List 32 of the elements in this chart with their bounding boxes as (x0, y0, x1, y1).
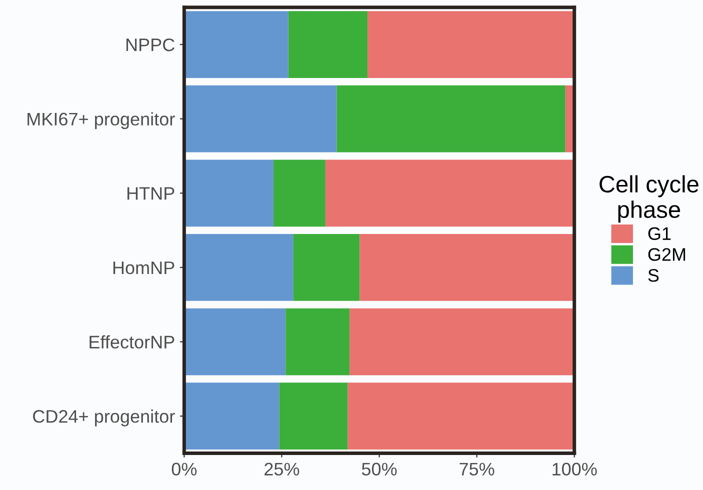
bar (336, 85, 566, 152)
bar (368, 11, 574, 78)
y-tick-label: CD24+ progenitor (33, 410, 175, 426)
bar (274, 160, 326, 227)
y-tick-label: HomNP (113, 262, 174, 274)
bar (184, 234, 294, 301)
bar (288, 11, 368, 78)
y-tick-label: NPPC (126, 38, 174, 52)
bar (350, 308, 574, 376)
x-tick-label: 75% (460, 462, 494, 476)
y-tick-label: EffectorNP (90, 335, 174, 348)
bar (360, 234, 574, 301)
legend-label: G2M (648, 248, 686, 261)
legend-title: Cell cycle phase (600, 175, 698, 223)
x-tick-label: 25% (264, 462, 300, 476)
bar (184, 160, 274, 227)
legend-label: G1 (648, 227, 671, 240)
bar (279, 382, 348, 450)
y-tick-label: HTNP (127, 187, 174, 200)
legend-label: S (648, 269, 659, 282)
bar (184, 308, 286, 376)
x-tick-label: 100% (552, 462, 597, 476)
bar (348, 382, 574, 450)
x-tick-label: 50% (362, 462, 397, 476)
bar (286, 308, 350, 376)
bar (184, 382, 280, 450)
y-tick-label: MKI67+ progenitor (28, 112, 175, 130)
bar (325, 160, 574, 227)
bar (184, 85, 337, 152)
bar (293, 234, 360, 301)
bar (184, 11, 288, 78)
x-tick-label: 0% (172, 462, 197, 476)
